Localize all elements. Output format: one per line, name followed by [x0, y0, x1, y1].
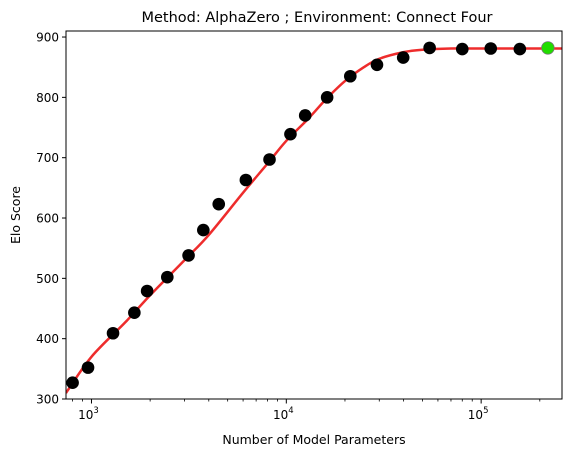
data-point	[343, 69, 357, 83]
y-tick-label: 600	[36, 212, 59, 226]
data-point	[484, 42, 498, 55]
data-point	[263, 153, 276, 166]
data-point	[66, 376, 79, 390]
y-tick-label: 900	[36, 31, 59, 45]
plot-content	[66, 41, 562, 394]
data-point	[161, 270, 174, 284]
data-point	[182, 249, 195, 262]
axes-frame	[65, 30, 563, 400]
data-point	[284, 127, 297, 141]
y-tick-label: 300	[36, 393, 59, 407]
fit-curve	[66, 47, 562, 394]
highlighted-data-point	[541, 41, 555, 55]
data-point	[81, 361, 95, 374]
data-point	[513, 42, 527, 56]
data-point	[140, 284, 154, 298]
y-tick-label: 400	[36, 332, 59, 346]
x-tick-label: 103	[78, 406, 99, 422]
data-point	[212, 197, 226, 211]
x-tick-exponent: 3	[93, 406, 98, 416]
x-axis: 103 104 105	[72, 399, 541, 422]
data-point	[106, 326, 120, 340]
data-point	[239, 173, 253, 187]
data-point	[128, 306, 141, 320]
x-axis-label: Number of Model Parameters	[222, 432, 405, 447]
data-point	[396, 51, 410, 64]
data-point	[370, 58, 384, 72]
data-point	[423, 41, 436, 55]
x-tick-exponent: 4	[288, 406, 293, 416]
chart-title: Method: AlphaZero ; Environment: Connect…	[141, 10, 492, 26]
y-axis-label: Elo Score	[8, 186, 23, 244]
y-tick-label: 500	[36, 272, 59, 286]
y-axis: 300 400 500 600 700 800 900	[36, 31, 66, 407]
x-tick-exponent: 5	[483, 406, 488, 416]
data-point	[298, 109, 312, 122]
x-tick-label: 105	[468, 406, 489, 422]
x-tick-label: 104	[273, 406, 294, 422]
data-point	[197, 223, 210, 237]
plot-area	[66, 41, 562, 394]
y-tick-label: 700	[36, 151, 59, 165]
y-tick-label: 800	[36, 91, 59, 105]
data-point	[455, 42, 469, 56]
data-point	[320, 91, 334, 104]
